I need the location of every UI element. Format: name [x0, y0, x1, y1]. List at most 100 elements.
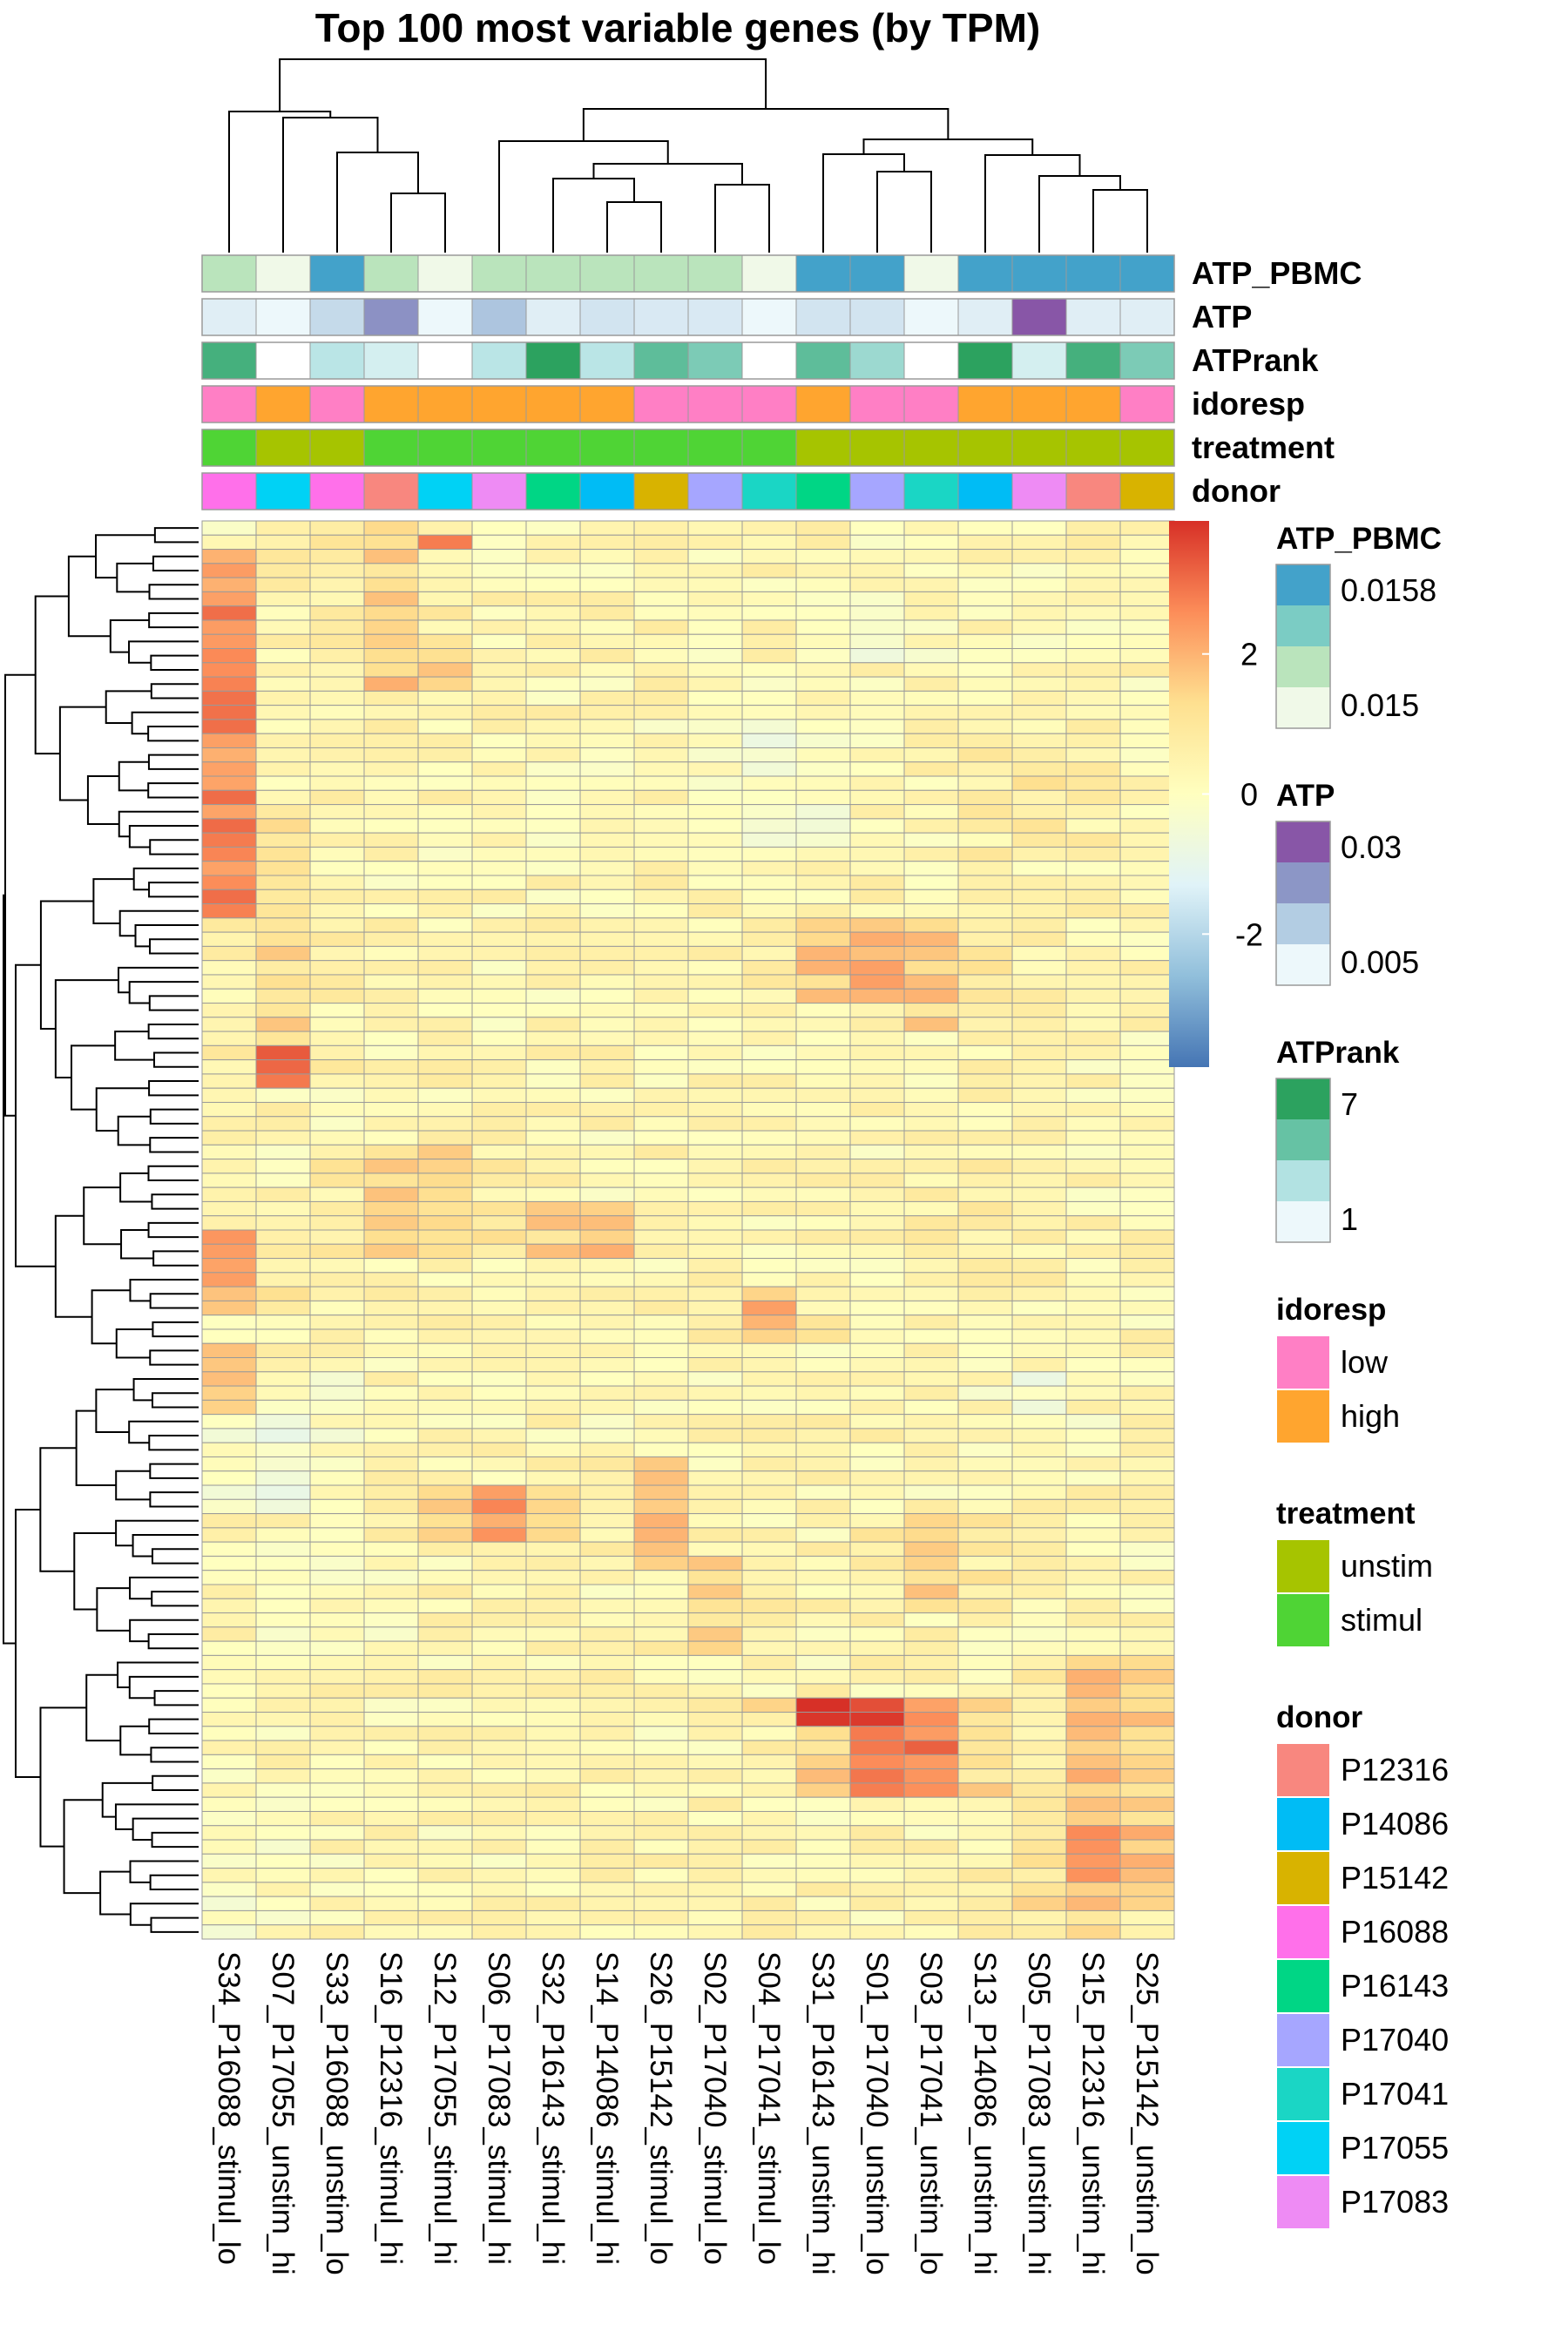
heatmap-cell	[579, 832, 635, 848]
heatmap-cell	[1011, 690, 1067, 706]
heatmap-cell	[255, 1173, 311, 1188]
heatmap-cell	[1119, 1541, 1175, 1557]
heatmap-cell	[849, 1768, 905, 1784]
heatmap-cell	[201, 1003, 257, 1018]
heatmap-cell	[201, 1924, 257, 1940]
heatmap-cell	[849, 974, 905, 990]
heatmap-cell	[903, 889, 959, 905]
heatmap-cell	[417, 1017, 473, 1032]
heatmap-cell	[363, 1924, 419, 1940]
heatmap-cell	[255, 619, 311, 635]
heatmap-cell	[309, 1428, 365, 1443]
heatmap-cell	[579, 1130, 635, 1146]
heatmap-cell	[417, 861, 473, 876]
heatmap-cell	[795, 1669, 851, 1685]
heatmap-cell	[363, 1017, 419, 1032]
heatmap-cell	[1065, 1825, 1121, 1841]
heatmap-cell	[1119, 1882, 1175, 1897]
heatmap-cell	[633, 1513, 689, 1529]
heatmap-cell	[849, 1541, 905, 1557]
heatmap-cell	[633, 1044, 689, 1061]
heatmap-cell	[687, 1342, 743, 1359]
heatmap-cell	[363, 1726, 419, 1741]
heatmap-cell	[741, 563, 797, 578]
heatmap-cell	[633, 1882, 689, 1897]
dendrogram-branch	[862, 139, 1034, 155]
heatmap-cell	[849, 1385, 905, 1401]
heatmap-cell	[633, 1825, 689, 1841]
heatmap-cell	[687, 648, 743, 664]
heatmap-cell	[471, 534, 527, 551]
heatmap-cell	[1011, 1399, 1067, 1416]
heatmap-cell	[471, 775, 527, 791]
heatmap-cell	[849, 1924, 905, 1940]
heatmap-cell	[1011, 1130, 1067, 1146]
heatmap-cell	[741, 1726, 797, 1741]
heatmap-cell	[849, 520, 905, 536]
heatmap-cell	[903, 1754, 959, 1770]
heatmap-cell	[255, 875, 311, 890]
heatmap-cell	[903, 917, 959, 933]
annotation-cell	[849, 385, 905, 423]
heatmap-cell	[579, 818, 635, 834]
heatmap-cell	[903, 875, 959, 890]
heatmap-cell	[957, 1570, 1013, 1585]
dendrogram-branch	[149, 1137, 199, 1153]
heatmap-cell	[687, 1498, 743, 1515]
heatmap-cell	[579, 1555, 635, 1571]
heatmap-cell	[849, 1853, 905, 1869]
heatmap-cell	[957, 1315, 1013, 1330]
heatmap-cell	[1011, 1839, 1067, 1855]
heatmap-cell	[795, 577, 851, 592]
heatmap-cell	[1119, 1825, 1175, 1841]
heatmap-cell	[1065, 1456, 1121, 1472]
heatmap-cell	[579, 1342, 635, 1359]
dendrogram-branch	[128, 825, 199, 848]
heatmap-cell	[255, 846, 311, 862]
heatmap-cell	[363, 861, 419, 876]
heatmap-cell	[1065, 1697, 1121, 1713]
heatmap-cell	[849, 1456, 905, 1472]
annotation-cell	[417, 472, 473, 510]
heatmap-cell	[903, 1654, 959, 1671]
heatmap-cell	[471, 931, 527, 947]
heatmap-cell	[363, 605, 419, 621]
heatmap-cell	[579, 1796, 635, 1812]
legend-swatch	[1275, 1796, 1331, 1852]
heatmap-cell	[471, 1484, 527, 1500]
heatmap-cell	[579, 960, 635, 976]
heatmap-cell	[957, 1286, 1013, 1301]
dendrogram-branch	[67, 555, 111, 638]
dendrogram-branch	[132, 1534, 199, 1558]
heatmap-cell	[201, 1513, 257, 1529]
heatmap-cell	[633, 917, 689, 933]
heatmap-cell	[633, 1810, 689, 1827]
legend-swatch	[1276, 1160, 1330, 1201]
heatmap-cell	[525, 761, 581, 777]
heatmap-cell	[471, 747, 527, 763]
heatmap-cell	[633, 1101, 689, 1118]
heatmap-cell	[849, 690, 905, 706]
dendrogram-branch	[129, 1903, 199, 1926]
heatmap-cell	[795, 1909, 851, 1926]
heatmap-cell	[363, 648, 419, 664]
heatmap-cell	[1011, 705, 1067, 720]
heatmap-cell	[687, 1470, 743, 1486]
heatmap-cell	[525, 648, 581, 664]
heatmap-cell	[363, 789, 419, 806]
annotation-cell	[1011, 298, 1067, 336]
heatmap-cell	[1065, 1315, 1121, 1330]
heatmap-cell	[849, 889, 905, 905]
dendrogram-branch	[150, 654, 199, 671]
heatmap-cell	[579, 1017, 635, 1032]
heatmap-cell	[1065, 1683, 1121, 1699]
heatmap-cell	[903, 534, 959, 551]
heatmap-cell	[363, 719, 419, 734]
legend-swatch	[1276, 821, 1330, 862]
heatmap-cell	[363, 1882, 419, 1897]
heatmap-cell	[255, 931, 311, 947]
heatmap-cell	[579, 846, 635, 862]
heatmap-cell	[417, 705, 473, 720]
heatmap-cell	[309, 1328, 365, 1344]
heatmap-cell	[1065, 1853, 1121, 1869]
